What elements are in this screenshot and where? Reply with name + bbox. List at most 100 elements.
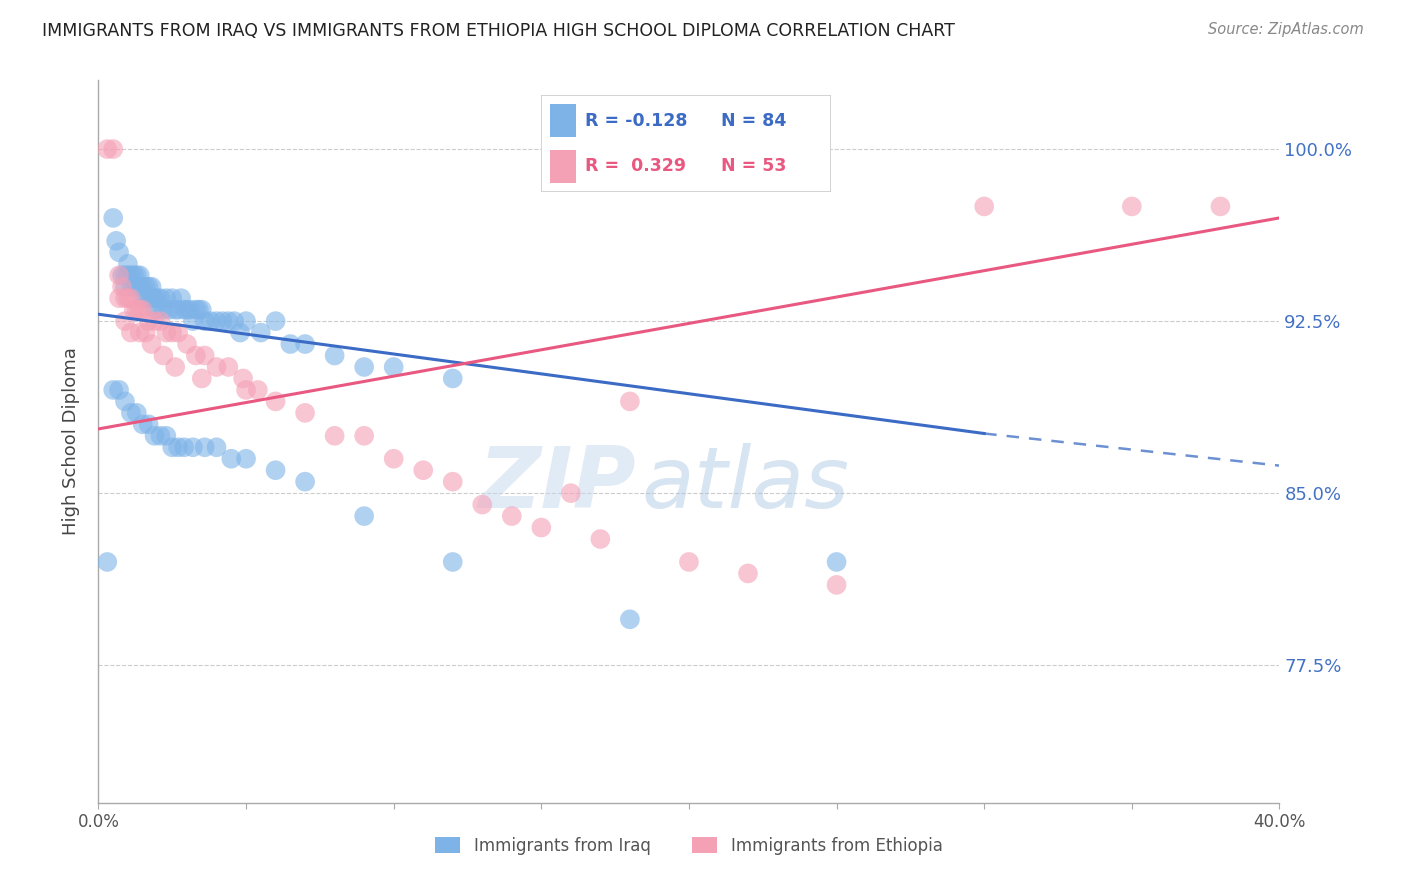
Point xyxy=(205,359,228,374)
Point xyxy=(560,486,582,500)
Y-axis label: High School Diploma: High School Diploma xyxy=(62,348,80,535)
Point xyxy=(155,429,177,443)
Point xyxy=(108,268,131,283)
Point xyxy=(132,291,155,305)
Point xyxy=(825,578,848,592)
Point xyxy=(441,555,464,569)
Point xyxy=(149,291,172,305)
Point xyxy=(114,314,136,328)
Point xyxy=(135,291,157,305)
Point xyxy=(501,509,523,524)
Point xyxy=(132,417,155,432)
Point xyxy=(162,326,183,340)
Point xyxy=(619,612,641,626)
Point xyxy=(217,314,239,328)
Point xyxy=(294,406,316,420)
Point xyxy=(141,337,163,351)
Point xyxy=(146,302,169,317)
Point xyxy=(120,326,142,340)
Point xyxy=(179,302,201,317)
Point xyxy=(530,520,553,534)
Point xyxy=(141,291,163,305)
Point xyxy=(103,211,125,225)
Point xyxy=(264,394,287,409)
Point xyxy=(250,326,273,340)
Point xyxy=(184,302,207,317)
Point xyxy=(441,475,464,489)
Point xyxy=(181,314,204,328)
Point xyxy=(825,555,848,569)
Point xyxy=(323,349,346,363)
Point xyxy=(184,349,207,363)
Point xyxy=(191,302,214,317)
Point xyxy=(167,440,190,454)
Point xyxy=(191,371,214,385)
Point xyxy=(120,291,142,305)
Point xyxy=(141,279,163,293)
Point xyxy=(143,302,166,317)
Point xyxy=(217,359,239,374)
Point xyxy=(122,279,145,293)
Point xyxy=(353,359,375,374)
Point xyxy=(111,279,134,293)
Point xyxy=(138,291,160,305)
Point xyxy=(246,383,269,397)
Point xyxy=(229,326,252,340)
Point xyxy=(589,532,612,546)
Point xyxy=(114,291,136,305)
Point xyxy=(96,555,118,569)
Point xyxy=(235,314,257,328)
Text: ZIP: ZIP xyxy=(478,443,636,526)
Point xyxy=(264,314,287,328)
Point xyxy=(167,302,190,317)
Point xyxy=(143,429,166,443)
Point xyxy=(678,555,700,569)
Point xyxy=(135,279,157,293)
Point xyxy=(132,302,155,317)
Point xyxy=(125,302,148,317)
Point xyxy=(103,383,125,397)
Point xyxy=(232,371,254,385)
Point xyxy=(221,451,243,466)
Point xyxy=(132,279,155,293)
Point xyxy=(619,394,641,409)
Point xyxy=(162,291,183,305)
Point xyxy=(235,451,257,466)
Point xyxy=(117,291,139,305)
Point xyxy=(143,291,166,305)
Point xyxy=(120,279,142,293)
Point xyxy=(165,302,187,317)
Point xyxy=(157,302,180,317)
Point xyxy=(138,314,160,328)
Text: IMMIGRANTS FROM IRAQ VS IMMIGRANTS FROM ETHIOPIA HIGH SCHOOL DIPLOMA CORRELATION: IMMIGRANTS FROM IRAQ VS IMMIGRANTS FROM … xyxy=(42,22,955,40)
Point xyxy=(111,268,134,283)
Point xyxy=(294,475,316,489)
Point xyxy=(125,406,148,420)
Point xyxy=(412,463,434,477)
Point xyxy=(122,268,145,283)
Point xyxy=(170,291,193,305)
Point xyxy=(103,142,125,156)
Point xyxy=(108,291,131,305)
Point xyxy=(146,291,169,305)
Point xyxy=(108,383,131,397)
Point xyxy=(155,291,177,305)
Point xyxy=(173,302,195,317)
Point xyxy=(125,279,148,293)
Point xyxy=(149,314,172,328)
Point xyxy=(235,383,257,397)
Point xyxy=(181,440,204,454)
Text: Source: ZipAtlas.com: Source: ZipAtlas.com xyxy=(1208,22,1364,37)
Point xyxy=(264,463,287,477)
Point xyxy=(1121,199,1143,213)
Point xyxy=(194,440,217,454)
Point xyxy=(205,440,228,454)
Point xyxy=(176,337,198,351)
Legend: Immigrants from Iraq, Immigrants from Ethiopia: Immigrants from Iraq, Immigrants from Et… xyxy=(427,829,950,863)
Point xyxy=(353,429,375,443)
Point xyxy=(167,326,190,340)
Point xyxy=(128,302,150,317)
Point xyxy=(138,279,160,293)
Point xyxy=(155,326,177,340)
Point xyxy=(1209,199,1232,213)
